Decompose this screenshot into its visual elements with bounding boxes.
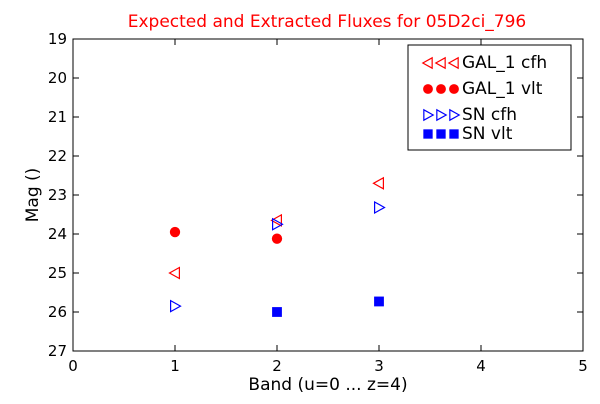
legend-label-gal1-cfh: GAL_1 cfh — [462, 53, 547, 73]
legend: GAL_1 cfh GAL_1 vlt SN cfh SN vlt — [407, 44, 572, 151]
y-tick-label: 22 — [48, 147, 67, 165]
x-tick-label: 2 — [272, 357, 282, 375]
legend-marker-sn-cfh — [449, 108, 461, 122]
legend-markers — [421, 56, 461, 139]
point-sn-cfh — [374, 200, 386, 214]
point-gal-1-vlt — [169, 226, 181, 238]
legend-marker-sn-vlt — [423, 129, 433, 139]
y-tick-label: 27 — [48, 342, 67, 360]
y-axis-label: Mag () — [23, 168, 43, 223]
y-tick-label: 20 — [48, 69, 67, 87]
point-sn-vlt — [374, 296, 384, 307]
x-tick: 0 — [68, 39, 78, 375]
point-gal-1-cfh — [168, 266, 180, 280]
legend-marker-sn-vlt — [449, 129, 459, 139]
x-tick-label: 4 — [476, 357, 486, 375]
x-tick: 1 — [170, 39, 180, 375]
legend-marker-gal-1-vlt — [449, 84, 459, 94]
y-tick: 23 — [48, 186, 583, 204]
y-tick: 22 — [48, 147, 583, 165]
legend-label-gal1-vlt: GAL_1 vlt — [462, 79, 543, 99]
x-tick-label: 1 — [170, 357, 180, 375]
y-tick-label: 24 — [48, 225, 67, 243]
y-tick: 24 — [48, 225, 583, 243]
legend-marker-gal-1-cfh — [421, 56, 433, 70]
y-tick: 27 — [48, 342, 583, 360]
legend-marker-gal-1-vlt — [423, 84, 433, 94]
x-tick: 5 — [578, 39, 588, 375]
legend-marker-sn-cfh — [436, 108, 448, 122]
legend-marker-sn-cfh — [423, 108, 435, 122]
legend-marker-gal-1-vlt — [436, 84, 446, 94]
point-gal-1-cfh — [372, 176, 384, 190]
chart-title: Expected and Extracted Fluxes for 05D2ci… — [128, 12, 527, 32]
y-tick: 26 — [48, 303, 583, 321]
legend-marker-gal-1-cfh — [447, 56, 459, 70]
x-tick: 4 — [476, 39, 486, 375]
legend-label-sn-vlt: SN vlt — [462, 124, 513, 144]
y-tick: 21 — [48, 108, 583, 126]
point-gal-1-cfh — [270, 213, 282, 227]
point-sn-cfh — [272, 217, 284, 231]
y-tick-label: 23 — [48, 186, 67, 204]
x-tick: 3 — [374, 39, 384, 375]
y-tick: 19 — [48, 30, 583, 48]
y-tick: 25 — [48, 264, 583, 282]
x-axis-label: Band (u=0 ... z=4) — [248, 375, 407, 395]
x-tick: 2 — [272, 39, 282, 375]
legend-marker-sn-vlt — [436, 129, 446, 139]
legend-box — [407, 44, 572, 151]
legend-marker-gal-1-cfh — [434, 56, 446, 70]
marks-layer — [168, 176, 386, 317]
x-tick-label: 5 — [578, 357, 588, 375]
y-tick-label: 19 — [48, 30, 67, 48]
point-sn-vlt — [272, 307, 282, 317]
point-sn-cfh — [170, 299, 182, 313]
y-tick-label: 25 — [48, 264, 67, 282]
legend-label-sn-cfh: SN cfh — [462, 105, 517, 125]
point-gal-1-vlt — [271, 233, 283, 244]
y-tick-label: 21 — [48, 108, 67, 126]
y-tick: 20 — [48, 69, 583, 87]
x-tick-label: 3 — [374, 357, 384, 375]
y-tick-label: 26 — [48, 303, 67, 321]
x-tick-label: 0 — [68, 357, 78, 375]
